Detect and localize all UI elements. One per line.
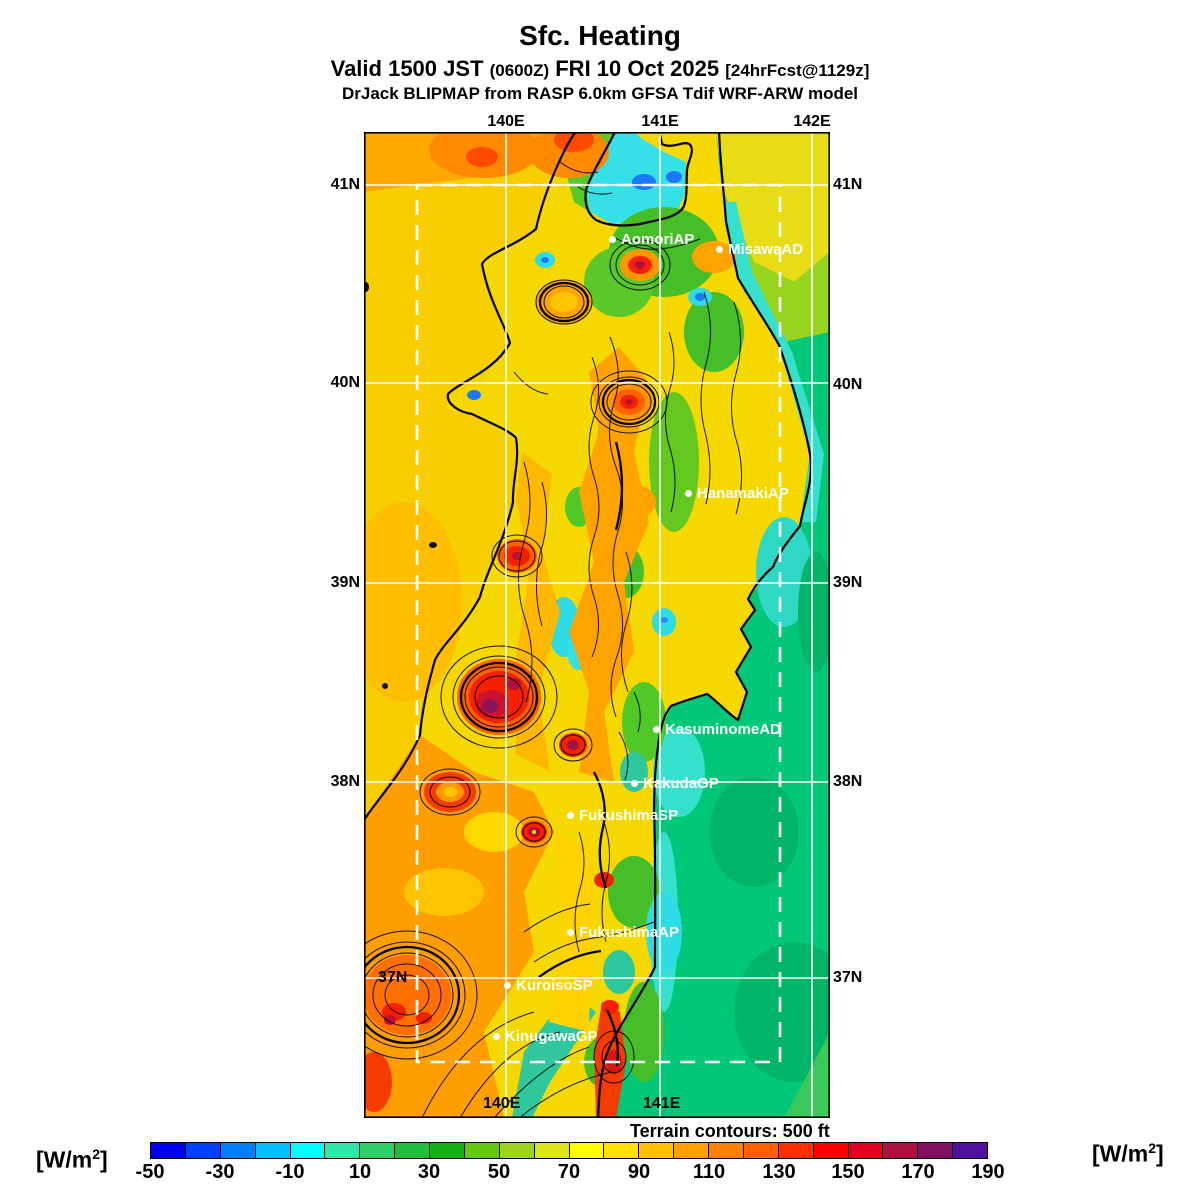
colorbar-segment <box>569 1143 605 1158</box>
station-marker: HanamakiAP <box>685 485 789 503</box>
colorbar-segment <box>499 1143 535 1158</box>
lat-label-right-37n: 37N <box>833 969 863 986</box>
station-label: KakudaGP <box>643 775 719 793</box>
colorbar-segment <box>883 1143 919 1158</box>
station-dot-icon <box>567 929 574 937</box>
lat-label-right-41n: 41N <box>833 176 863 193</box>
valid-zulu: (0600Z) <box>489 61 550 80</box>
station-dot-icon <box>653 726 660 734</box>
station-marker: MisawaAD <box>716 241 803 259</box>
domain-boundary-box <box>415 183 782 1064</box>
station-marker: AomoriAP <box>609 231 694 249</box>
colorbar-tick: -50 <box>135 1161 165 1183</box>
station-label: MisawaAD <box>728 241 804 259</box>
colorbar-tick: 30 <box>417 1161 441 1183</box>
station-dot-icon <box>609 236 616 244</box>
valid-date: FRI 10 Oct 2025 <box>549 56 726 81</box>
colorbar-tick: 170 <box>901 1161 935 1183</box>
terrain-contour-note: Terrain contours: 500 ft <box>630 1121 830 1141</box>
heating-colorbar <box>150 1142 988 1159</box>
colorbar-segment <box>604 1143 640 1158</box>
station-label: KuroisoSP <box>516 977 593 995</box>
colorbar-segment <box>743 1143 779 1158</box>
colorbar-segment <box>185 1143 221 1158</box>
colorbar-tick: 70 <box>557 1161 581 1183</box>
station-label: KinugawaGP <box>505 1028 598 1046</box>
colorbar-segment <box>151 1143 186 1158</box>
valid-time-line: Valid 1500 JST (0600Z) FRI 10 Oct 2025 [… <box>0 56 1200 82</box>
station-label: HanamakiAP <box>697 485 789 503</box>
colorbar-tick: 110 <box>692 1161 726 1183</box>
colorbar-segment <box>430 1143 465 1158</box>
colorbar-segment <box>395 1143 430 1158</box>
station-marker: FukushimaAP <box>567 924 679 942</box>
colorbar-tick: 10 <box>348 1161 372 1183</box>
station-dot-icon <box>631 780 638 788</box>
station-label: FukushimaAP <box>579 924 680 942</box>
colorbar-tick: -10 <box>275 1161 305 1183</box>
colorbar-segment <box>709 1143 744 1158</box>
model-description: DrJack BLIPMAP from RASP 6.0km GFSA Tdif… <box>341 84 859 103</box>
lon-label-top-142e: 142E <box>793 113 831 130</box>
forecast-map: AomoriAP MisawaAD HanamakiAP KasuminomeA… <box>364 132 830 1118</box>
station-label: FukushimaSP <box>579 807 679 825</box>
colorbar-segment <box>918 1143 954 1158</box>
lat-label-left-39n: 39N <box>330 574 360 591</box>
station-dot-icon <box>493 1033 500 1041</box>
forecast-cycle: [24hrFcst@1129z] <box>725 61 870 80</box>
colorbar-segment <box>848 1143 884 1158</box>
station-marker: KuroisoSP <box>504 977 593 995</box>
colorbar-tick: 130 <box>762 1161 796 1183</box>
lat-label-left-40n: 40N <box>330 374 360 391</box>
lon-label-bottom-140e: 140E <box>483 1095 521 1112</box>
colorbar-segment <box>325 1143 361 1158</box>
lat-label-right-38n: 38N <box>833 773 863 790</box>
colorbar-segment <box>639 1143 675 1158</box>
station-label: AomoriAP <box>621 231 695 249</box>
station-marker: KasuminomeAD <box>653 721 781 739</box>
terrain-contours <box>364 161 743 1118</box>
surface-heating-contour-plot <box>364 132 830 1118</box>
station-label: KasuminomeAD <box>665 721 781 739</box>
colorbar-segment <box>464 1143 500 1158</box>
lat-label-left-38n: 38N <box>330 773 360 790</box>
lon-label-bottom-141e: 141E <box>643 1095 681 1112</box>
colorbar-segment <box>953 1143 987 1158</box>
lat-label-left-41n: 41N <box>330 176 360 193</box>
colorbar-segment <box>255 1143 291 1158</box>
lat-label-right-39n: 39N <box>833 574 863 591</box>
colorbar-tick: 90 <box>627 1161 651 1183</box>
lat-label-inside-37n: 37N <box>378 969 408 986</box>
colorbar-unit-left: [W/m2] <box>36 1146 108 1173</box>
valid-time: Valid 1500 JST <box>330 56 490 81</box>
station-marker: FukushimaSP <box>567 807 678 825</box>
lon-label-top-140e: 140E <box>487 113 525 130</box>
station-marker: KakudaGP <box>631 775 719 793</box>
colorbar-segment <box>220 1143 256 1158</box>
colorbar-segment <box>534 1143 570 1158</box>
colorbar-tick: -30 <box>205 1161 235 1183</box>
station-dot-icon <box>685 490 692 498</box>
latlon-grid <box>364 132 830 1118</box>
colorbar-tick: 50 <box>487 1161 511 1183</box>
lat-label-right-40n: 40N <box>833 376 863 393</box>
colorbar-tick: 190 <box>971 1161 1005 1183</box>
lon-label-top-141e: 141E <box>641 113 679 130</box>
colorbar-tick: 150 <box>831 1161 865 1183</box>
colorbar-segment <box>290 1143 326 1158</box>
station-dot-icon <box>716 246 723 254</box>
station-dot-icon <box>567 812 574 820</box>
station-dot-icon <box>504 982 511 990</box>
page-title: Sfc. Heating <box>519 20 681 51</box>
station-marker: KinugawaGP <box>493 1028 598 1046</box>
colorbar-unit-right: [W/m2] <box>1092 1140 1164 1167</box>
colorbar-segment <box>674 1143 709 1158</box>
colorbar-segment <box>813 1143 849 1158</box>
colorbar-segment <box>778 1143 814 1158</box>
colorbar-segment <box>360 1143 396 1158</box>
